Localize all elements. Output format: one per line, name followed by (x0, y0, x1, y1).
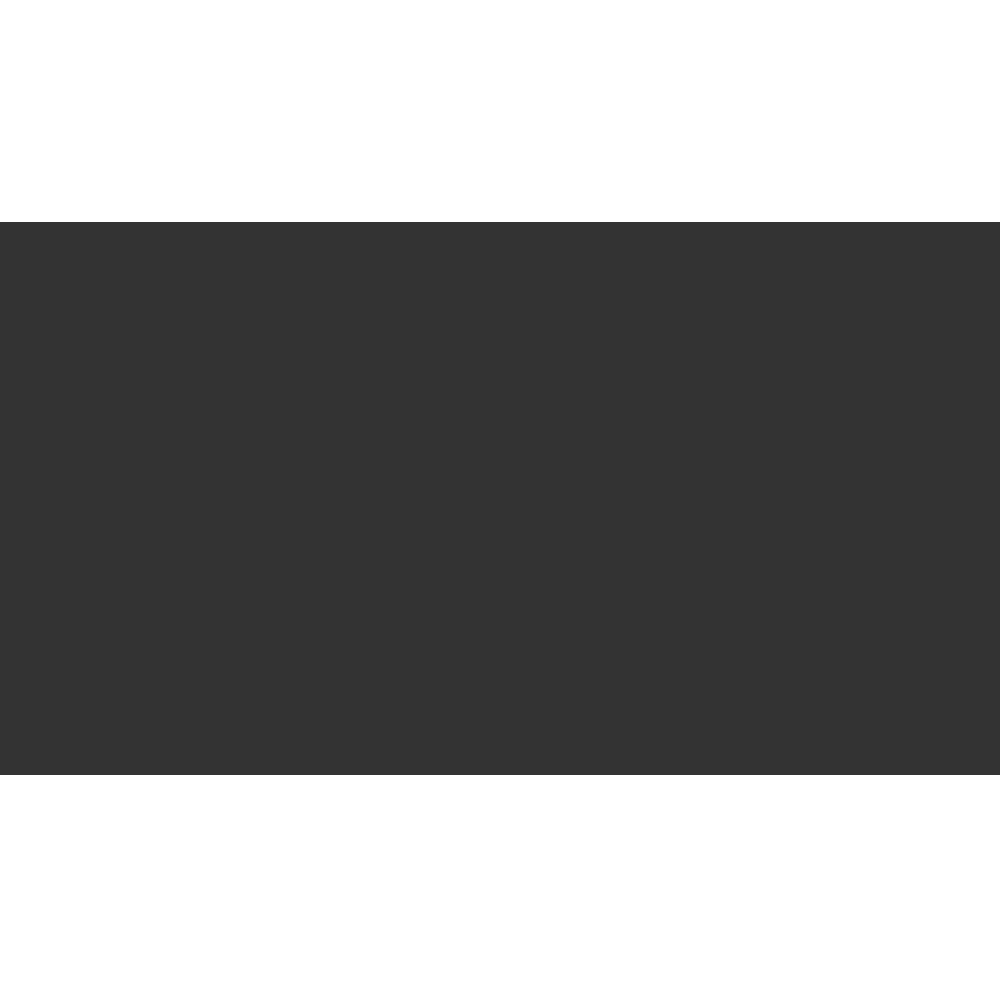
workspace-background (0, 222, 1000, 775)
